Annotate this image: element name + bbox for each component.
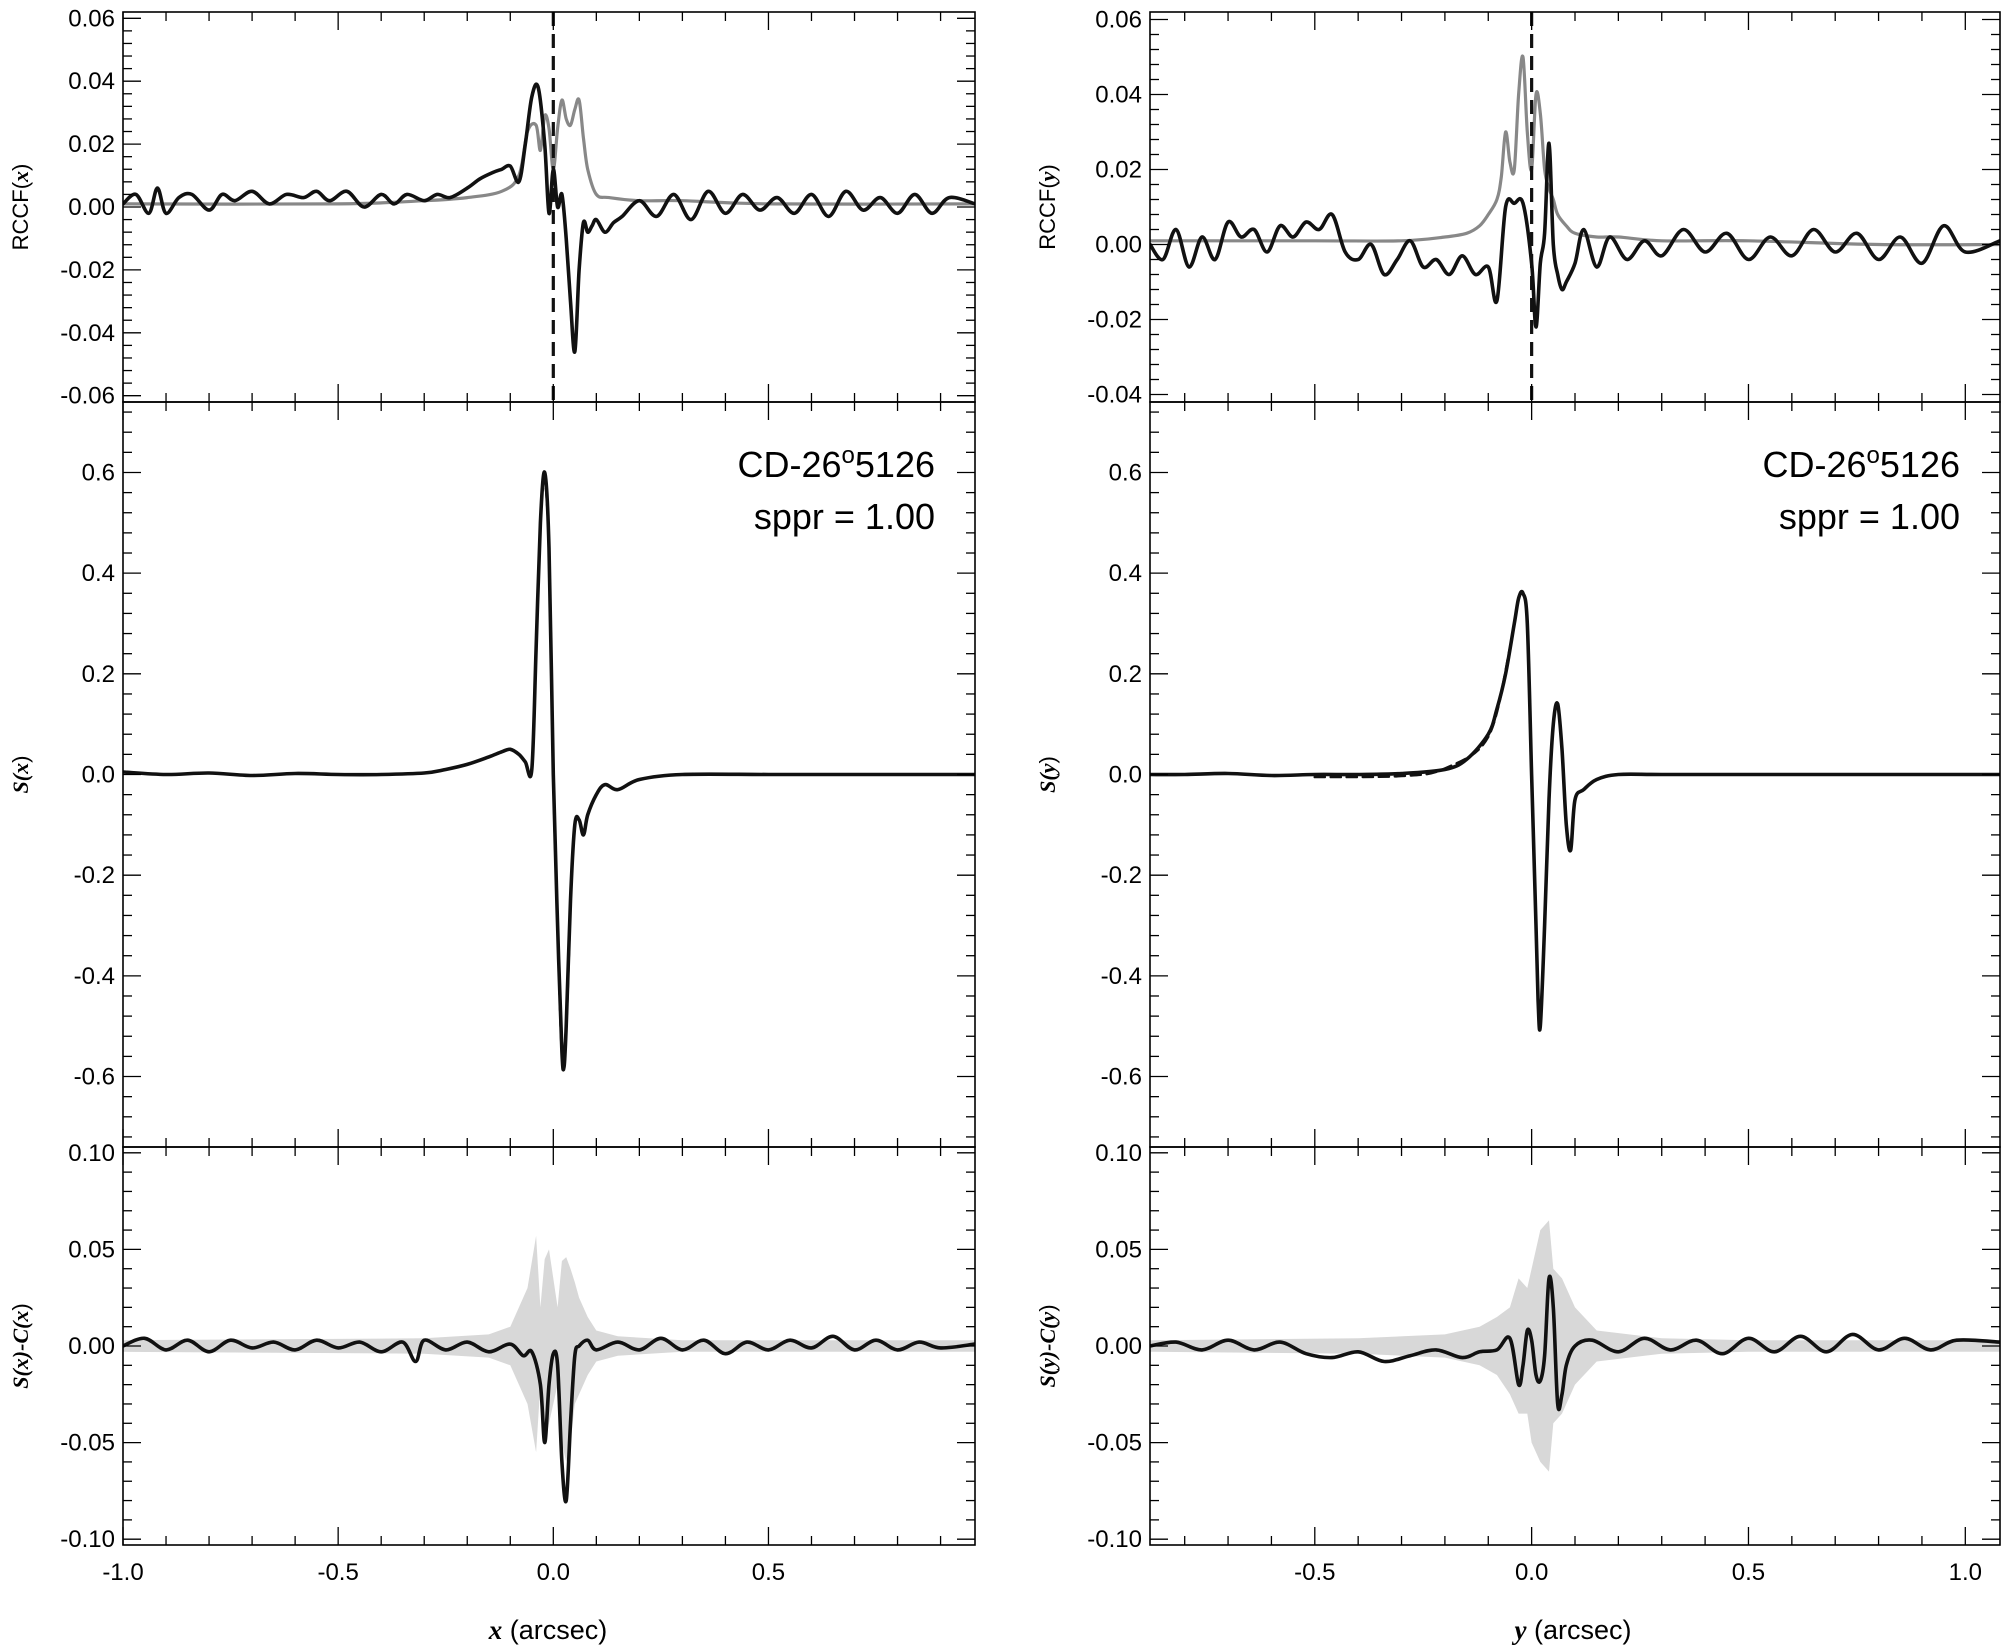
- left-middle-ytick-label: 0.4: [82, 560, 115, 587]
- left-top-ytick-label: 0.00: [68, 194, 115, 221]
- left-middle-ytick-label: 0.2: [82, 661, 115, 688]
- right-bottom-xtick-label: 0.0: [1515, 1559, 1548, 1586]
- left-bottom-xtick-label: 0.5: [752, 1559, 785, 1586]
- right-middle-ytick-label: 0.0: [1109, 762, 1142, 789]
- right-middle-sppr-label: sppr = 1.00: [1779, 496, 1960, 537]
- left-bottom-xtick-label: -1.0: [102, 1559, 143, 1586]
- left-top-ylabel: RCCF(x): [8, 164, 33, 251]
- left-xlabel-var: x: [488, 1615, 503, 1645]
- right-bottom-ylabel: S(y)-C(y): [1035, 1304, 1060, 1387]
- right-xlabel: y (arcsec): [1512, 1615, 1632, 1645]
- right-middle-star-name: CD-26o5126: [1763, 442, 1960, 485]
- right-bottom-xtick-label: 1.0: [1949, 1559, 1982, 1586]
- left-top-ytick-label: -0.06: [60, 383, 115, 410]
- left-bottom-ytick-label: 0.05: [68, 1236, 115, 1263]
- right-bottom-ytick-label: -0.10: [1087, 1526, 1142, 1553]
- left-middle-plot-area: [123, 470, 975, 1072]
- left-bottom-xtick-label: -0.5: [317, 1559, 358, 1586]
- left-bottom-ytick-label: 0.10: [68, 1140, 115, 1167]
- left-middle-star-name: CD-26o5126: [738, 442, 935, 485]
- left-middle-ytick-label: 0.0: [82, 762, 115, 789]
- right-bottom-ytick-label: -0.05: [1087, 1430, 1142, 1457]
- right-middle-ylabel: S(y): [1035, 756, 1060, 793]
- right-top-ylabel: RCCF(y): [1035, 164, 1060, 250]
- left-top-ytick-label: 0.04: [68, 68, 115, 95]
- left-bottom-ytick-label: 0.00: [68, 1333, 115, 1360]
- right-middle-ytick-label: 0.6: [1109, 459, 1142, 486]
- right-top-panel: 0.06 0.04 0.02 0.00 -0.02 -0.04 RCCF(y): [1035, 7, 2001, 409]
- right-bottom-series-0: [1150, 1274, 2000, 1412]
- right-middle-ytick-label: 0.2: [1109, 661, 1142, 688]
- left-bottom-ylabel: S(x)-C(x): [8, 1303, 33, 1389]
- left-bottom-ytick-label: -0.10: [60, 1526, 115, 1553]
- right-top-ytick-label: 0.00: [1095, 232, 1142, 259]
- right-middle-series-0: [1150, 589, 2000, 1032]
- right-xlabel-rest: (arcsec): [1526, 1615, 1631, 1645]
- left-bottom-ytick-label: -0.05: [60, 1430, 115, 1457]
- left-bottom-panel: 0.10 0.05 0.00 -0.05 -0.10 -1.0 -0.5 0.0 0.5 S(x)…: [8, 1140, 976, 1586]
- right-bottom-xtick-label: -0.5: [1294, 1559, 1335, 1586]
- right-middle-ytick-label: -0.2: [1101, 862, 1142, 889]
- right-bottom-plot-area: [1150, 1220, 2000, 1472]
- right-bottom-xtick-label: 0.5: [1732, 1559, 1765, 1586]
- right-middle-panel: 0.6 0.4 0.2 0.0 -0.2 -0.4 -0.6 S(y) CD-26o5126 sp…: [1035, 401, 2001, 1148]
- right-top-ytick-label: -0.04: [1087, 382, 1142, 409]
- left-middle-ylabel: S(x): [8, 756, 33, 794]
- left-middle-panel: 0.6 0.4 0.2 0.0 -0.2 -0.4 -0.6 S(x) CD-26o5126 sp…: [8, 401, 976, 1148]
- right-top-ytick-label: 0.02: [1095, 157, 1142, 184]
- right-xlabel-var: y: [1512, 1615, 1528, 1645]
- left-bottom-series-0: [123, 1334, 975, 1504]
- right-top-series-1: [1150, 141, 2000, 329]
- right-middle-plot-area: [1150, 589, 2000, 1032]
- right-middle-ytick-label: 0.4: [1109, 560, 1142, 587]
- right-top-ytick-label: 0.04: [1095, 82, 1142, 109]
- left-xlabel-rest: (arcsec): [502, 1615, 607, 1645]
- left-top-panel: 0.06 0.04 0.02 0.00 -0.02 -0.04 -0.06 RCCF(x): [8, 5, 976, 410]
- left-middle-ytick-label: -0.6: [74, 1064, 115, 1091]
- left-top-ytick-label: 0.06: [68, 5, 115, 32]
- right-bottom-panel: 0.10 0.05 0.00 -0.05 -0.10 -0.5 0.0 0.5 1.0 S(y)-…: [1035, 1140, 2001, 1586]
- right-top-plot-area: [1150, 12, 2000, 402]
- left-top-ytick-label: -0.02: [60, 257, 115, 284]
- right-top-ytick-label: -0.02: [1087, 307, 1142, 334]
- right-top-ytick-label: 0.06: [1095, 7, 1142, 34]
- left-middle-sppr-label: sppr = 1.00: [754, 496, 935, 537]
- right-middle-ytick-label: -0.6: [1101, 1064, 1142, 1091]
- right-bottom-ytick-label: 0.00: [1095, 1333, 1142, 1360]
- right-middle-ytick-label: -0.4: [1101, 963, 1142, 990]
- left-middle-series-1: [543, 471, 572, 1060]
- right-top-series-0: [1150, 54, 2000, 247]
- left-bottom-envelope-band: [123, 1235, 975, 1462]
- right-bottom-ytick-label: 0.10: [1095, 1140, 1142, 1167]
- left-bottom-xtick-label: 0.0: [537, 1559, 570, 1586]
- left-top-ytick-label: 0.02: [68, 131, 115, 158]
- left-top-ytick-label: -0.04: [60, 320, 115, 347]
- left-middle-ytick-label: -0.2: [74, 862, 115, 889]
- left-top-series-0: [123, 97, 975, 206]
- left-bottom-plot-area: [123, 1235, 975, 1504]
- left-xlabel: x (arcsec): [488, 1615, 608, 1645]
- right-bottom-ytick-label: 0.05: [1095, 1236, 1142, 1263]
- left-top-series-1: [123, 82, 975, 354]
- right-top-frame: [1149, 11, 2001, 403]
- right-middle-series-1: [1313, 647, 1512, 779]
- left-middle-ytick-label: 0.6: [82, 459, 115, 486]
- left-middle-ytick-label: -0.4: [74, 963, 115, 990]
- left-top-plot-area: [123, 12, 975, 402]
